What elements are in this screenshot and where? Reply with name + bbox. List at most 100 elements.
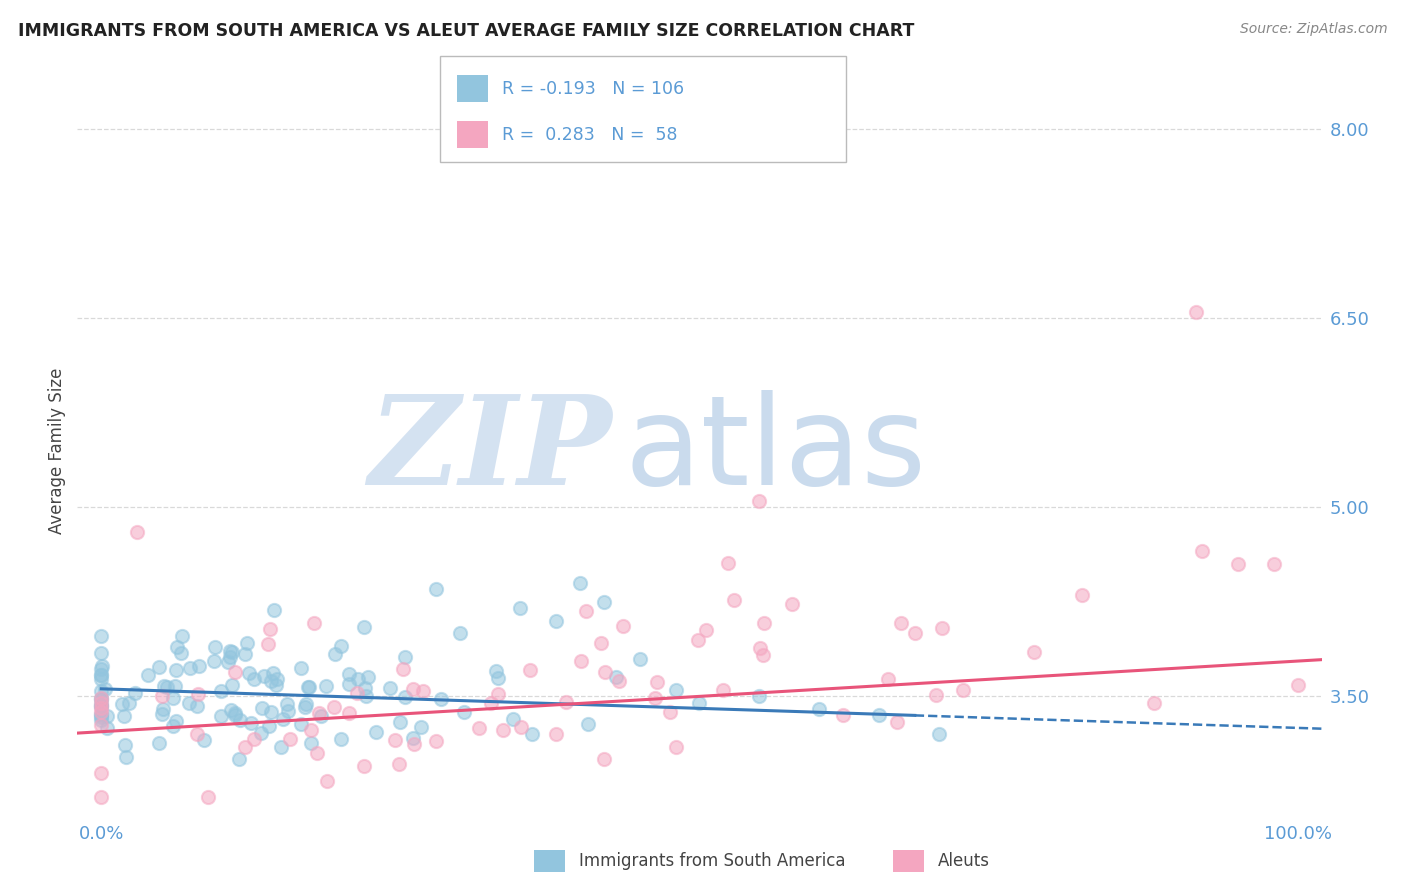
Point <box>253 669 276 683</box>
Point <box>96 708 118 723</box>
Point <box>520 727 543 741</box>
Point <box>308 706 330 720</box>
Point <box>1191 544 1213 558</box>
Point <box>271 712 294 726</box>
Point <box>90 684 112 698</box>
Point <box>266 672 288 686</box>
Point <box>262 665 284 680</box>
Point <box>886 715 908 730</box>
Point <box>186 727 208 741</box>
Point <box>713 683 735 698</box>
Point <box>90 713 112 727</box>
Point <box>644 690 666 705</box>
Point <box>689 696 711 710</box>
Point <box>1071 589 1094 603</box>
Point <box>337 706 360 720</box>
Point <box>723 593 745 607</box>
Point <box>90 690 112 705</box>
Point <box>90 708 112 723</box>
Point <box>402 731 425 745</box>
Point <box>179 661 201 675</box>
Point <box>337 677 360 691</box>
Point <box>364 725 387 739</box>
Point <box>169 646 191 660</box>
Point <box>645 675 668 690</box>
Point <box>509 601 531 615</box>
Point <box>162 691 184 706</box>
Point <box>156 680 179 694</box>
Point <box>124 686 146 700</box>
Point <box>1185 304 1208 318</box>
Point <box>224 706 246 720</box>
Text: R =  0.283   N =  58: R = 0.283 N = 58 <box>502 126 678 144</box>
Point <box>486 672 509 686</box>
Point <box>242 673 264 687</box>
Point <box>486 687 509 701</box>
Point <box>96 722 118 736</box>
Point <box>299 736 322 750</box>
Point <box>554 695 576 709</box>
Point <box>384 732 406 747</box>
Point <box>219 650 242 665</box>
Point <box>204 654 226 668</box>
Point <box>90 672 112 686</box>
Point <box>832 708 855 723</box>
Point <box>664 739 686 754</box>
Point <box>290 660 312 674</box>
Point <box>90 696 112 710</box>
Point <box>329 732 352 747</box>
Point <box>593 665 616 679</box>
Point <box>931 621 953 635</box>
Point <box>280 731 302 746</box>
Point <box>808 702 831 716</box>
Point <box>290 717 312 731</box>
Point <box>394 650 416 665</box>
Point <box>449 626 471 640</box>
Point <box>148 736 170 750</box>
Text: ZIP: ZIP <box>368 390 613 511</box>
Point <box>628 651 651 665</box>
Point <box>221 678 243 692</box>
Point <box>353 681 375 695</box>
Point <box>302 616 325 631</box>
Point <box>695 623 717 637</box>
Point <box>1263 557 1285 571</box>
Text: Immigrants from South America: Immigrants from South America <box>579 852 846 871</box>
Point <box>323 699 346 714</box>
Point <box>402 681 425 696</box>
Point <box>90 692 112 706</box>
Point <box>90 692 112 706</box>
Point <box>114 738 136 752</box>
Point <box>260 674 283 689</box>
Point <box>94 681 117 696</box>
Point <box>162 718 184 732</box>
Point <box>270 739 292 754</box>
Point <box>425 733 447 747</box>
Text: Source: ZipAtlas.com: Source: ZipAtlas.com <box>1240 22 1388 37</box>
Point <box>238 666 260 681</box>
Point <box>751 648 773 662</box>
Point <box>193 732 215 747</box>
Point <box>90 662 112 676</box>
Point <box>224 665 246 680</box>
Point <box>468 721 491 735</box>
Point <box>148 660 170 674</box>
Point <box>323 648 346 662</box>
Point <box>235 636 257 650</box>
Point <box>544 727 567 741</box>
Point <box>136 667 159 681</box>
Point <box>589 636 612 650</box>
Point <box>152 706 174 721</box>
Point <box>252 700 274 714</box>
Point <box>90 698 112 713</box>
Point <box>544 614 567 628</box>
Point <box>392 662 415 676</box>
Point <box>605 670 627 684</box>
Point <box>425 582 447 597</box>
Point <box>748 494 770 508</box>
Point <box>297 681 319 695</box>
Point <box>163 680 186 694</box>
Point <box>90 718 112 732</box>
Point <box>329 639 352 653</box>
Point <box>114 750 136 764</box>
